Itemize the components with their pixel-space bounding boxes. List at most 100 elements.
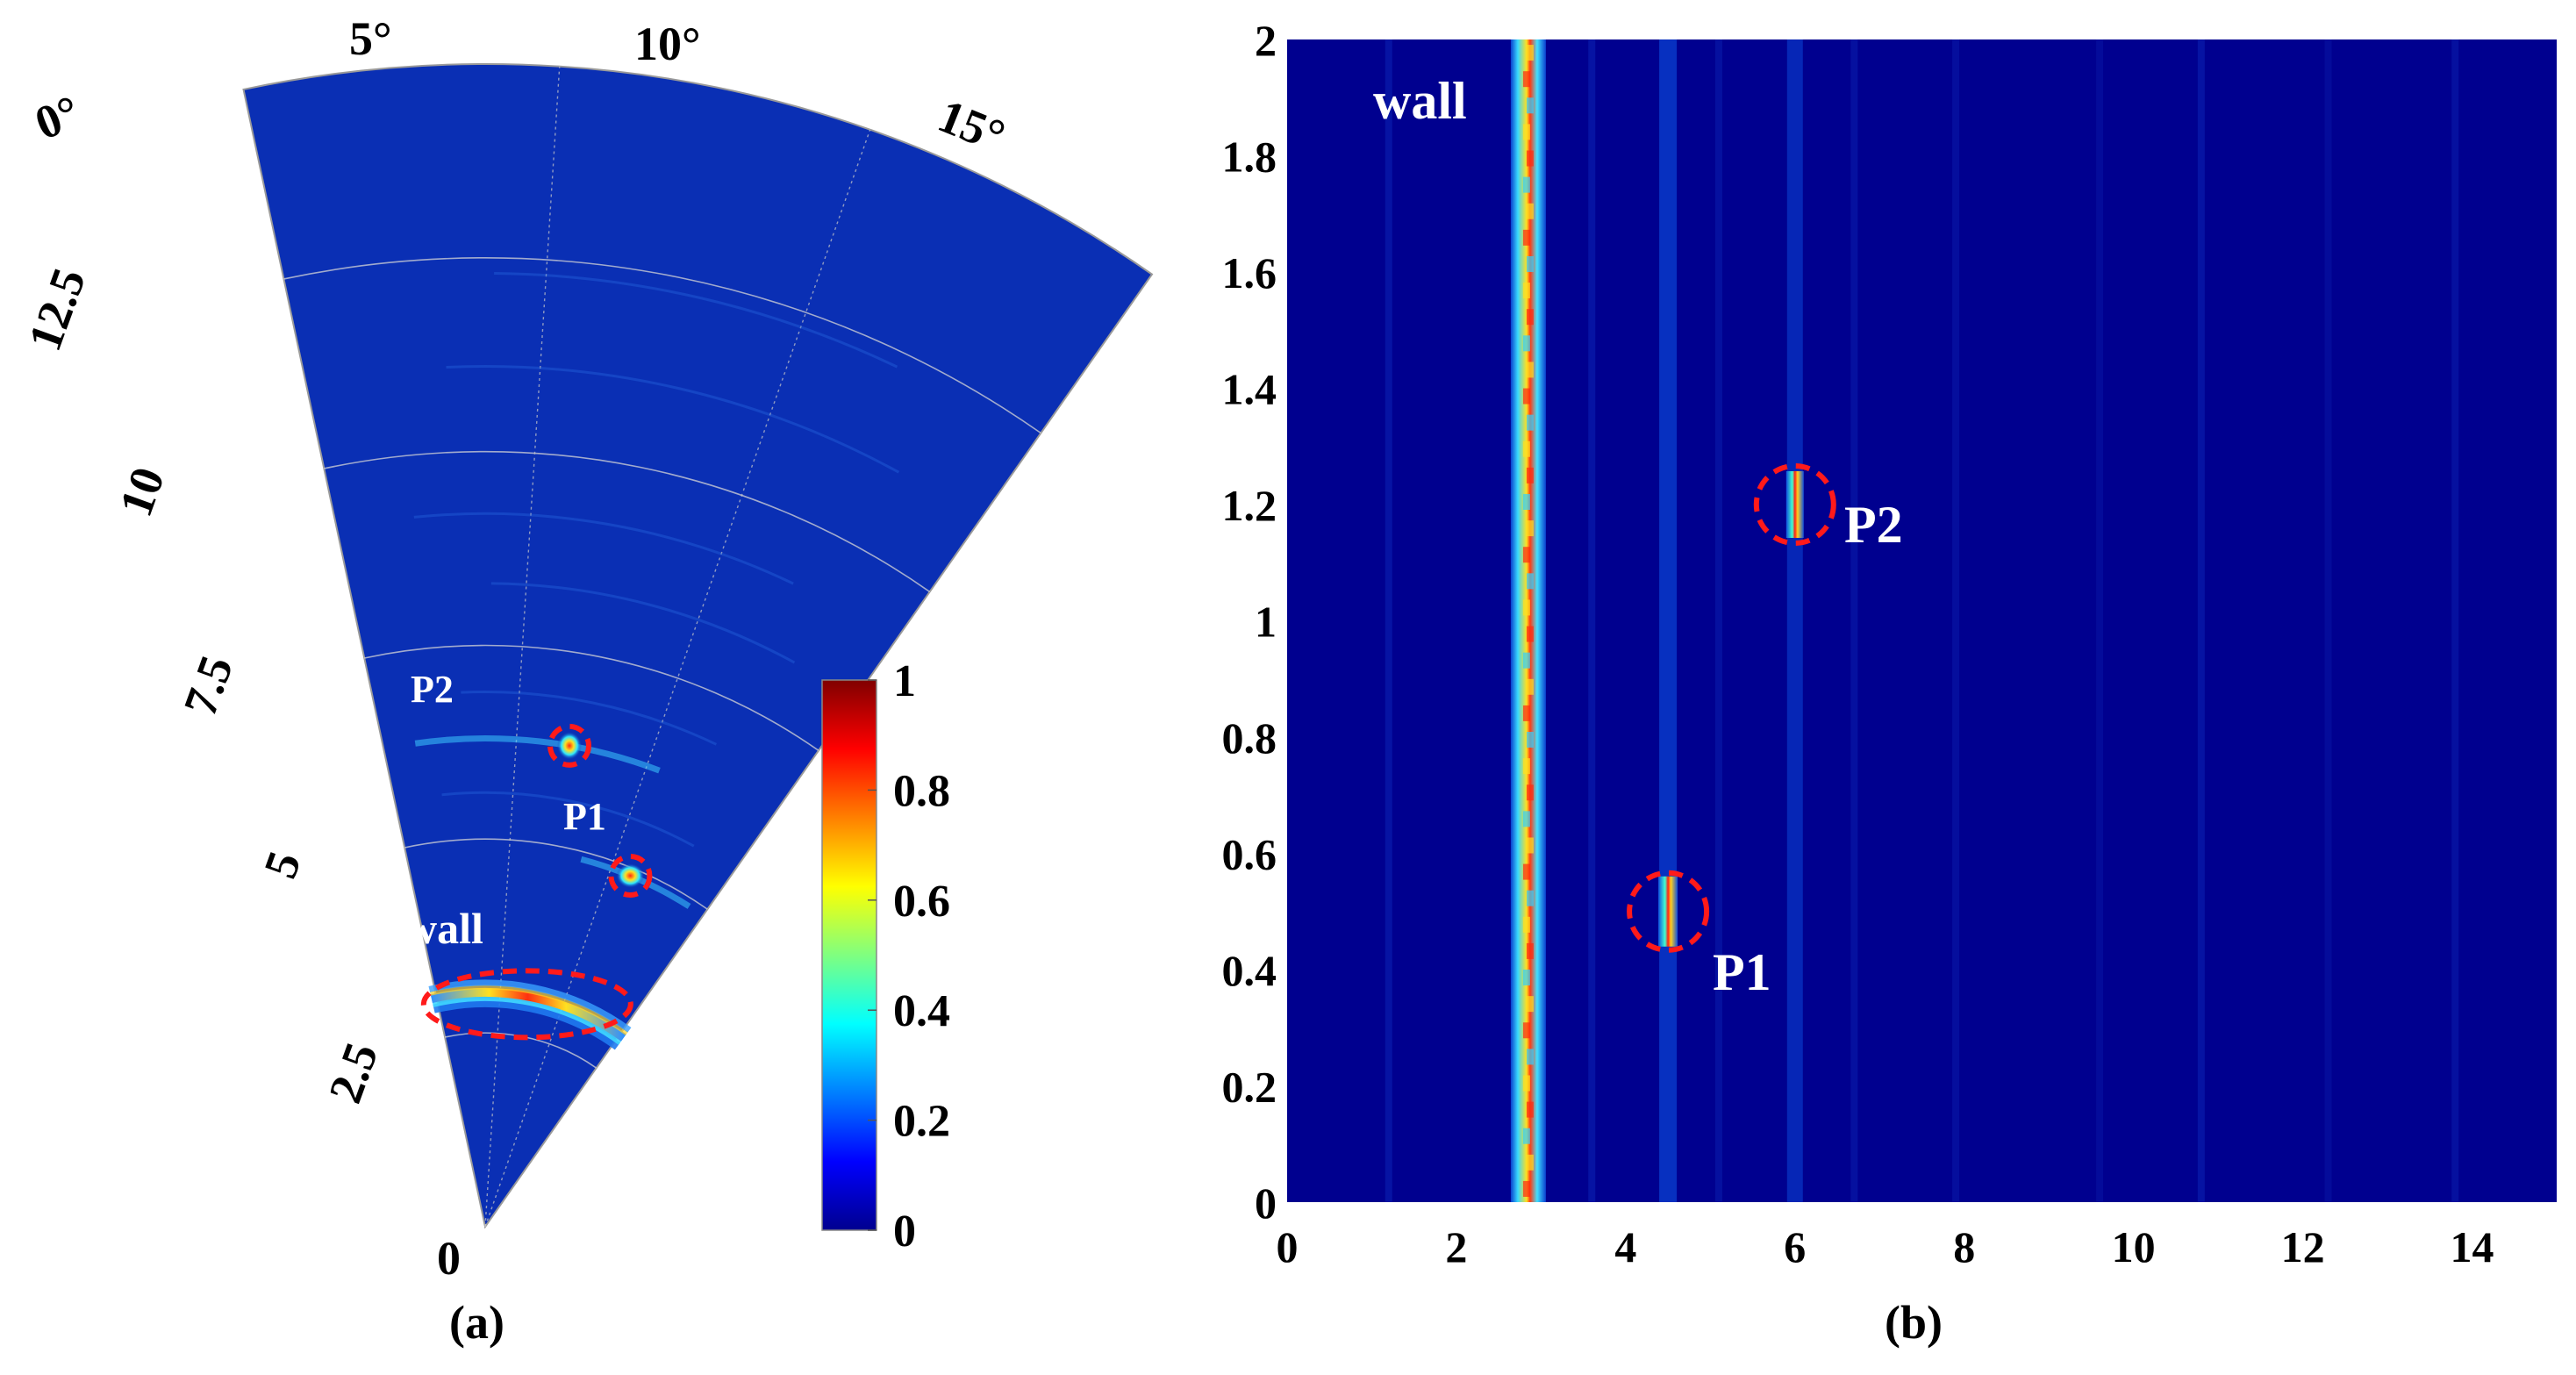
wall-speckle [1522, 493, 1530, 510]
wall-speckle [1522, 71, 1530, 88]
panel-a-polar-heatmap: wall P1 P2 0° 5° 10° 15° 0 2.5 5 7.5 10 … [18, 12, 1154, 1349]
wall-speckle [1522, 283, 1530, 299]
plot-area-background [1287, 39, 2557, 1202]
wall-speckle [1522, 705, 1530, 721]
wall-speckle [1526, 732, 1534, 748]
wall-speckle [1522, 1180, 1530, 1197]
wall-speckle [1526, 414, 1534, 431]
faint-streak [1714, 39, 1722, 1202]
x-tick-label: 10 [2112, 1222, 2156, 1271]
y-tick-label: 0 [1255, 1178, 1277, 1228]
y-tick-label: 1.8 [1222, 132, 1277, 182]
wall-arc [428, 979, 632, 1033]
wall-speckle [1526, 1154, 1534, 1171]
colorbar-tick-label: 0.8 [893, 766, 950, 816]
x-tick-label: 14 [2451, 1222, 2494, 1271]
y-tick-label: 0.8 [1222, 713, 1277, 763]
x-tick-label: 12 [2281, 1222, 2325, 1271]
radial-tick-12.5: 12.5 [18, 261, 96, 357]
p2-return-stripe [1786, 39, 1803, 1202]
p2-marker-circle-b [1753, 463, 1836, 546]
p2-target-spot [556, 731, 582, 760]
wall-speckle [1522, 811, 1530, 827]
faint-streak [1952, 39, 1960, 1202]
faint-arc [441, 791, 695, 848]
wall-label-b: wall [1373, 72, 1467, 130]
wall-speckle [1526, 203, 1534, 219]
wall-speckle [1522, 176, 1530, 193]
p1-peak [1658, 876, 1678, 947]
faint-streak [1588, 39, 1596, 1202]
target-arc [414, 735, 661, 774]
wall-arc [432, 994, 623, 1045]
wall-speckle [1526, 362, 1534, 378]
range-ring [364, 644, 819, 751]
range-ring [283, 257, 1041, 434]
colorbar [821, 679, 877, 1231]
radial-tick-7.5: 7.5 [174, 648, 243, 722]
wall-speckle [1526, 45, 1534, 61]
y-tick-label: 1 [1255, 598, 1277, 647]
wall-speckle [1526, 626, 1534, 642]
p1-label-a: P1 [563, 795, 606, 838]
colorbar-tick-label: 0 [893, 1207, 916, 1257]
p2-peak [1785, 471, 1804, 538]
angle-tick-5: 5° [349, 12, 392, 65]
wall-speckle [1522, 863, 1530, 880]
wall-speckle [1522, 547, 1530, 563]
wall-speckle [1526, 97, 1534, 114]
radial-tick-5: 5 [254, 845, 311, 885]
wall-speckle [1522, 335, 1530, 352]
p1-marker-circle-b [1627, 870, 1710, 953]
wall-speckle [1526, 837, 1534, 854]
x-tick-label: 4 [1614, 1222, 1636, 1271]
radial-tick-10: 10 [109, 461, 175, 523]
p2-label-b: P2 [1844, 496, 1903, 554]
colorbar-tick-label: 0.6 [893, 877, 950, 927]
y-tick-label: 0.4 [1222, 946, 1277, 995]
wall-speckle [1522, 124, 1530, 140]
panel-b-heatmap: wall P1 P2 0 2 4 6 8 10 12 14 0 0.2 0.4 0.6 0.8 1 1.2… [1222, 16, 2557, 1349]
colorbar-tick-label: 1 [893, 656, 916, 706]
wall-speckle [1522, 652, 1530, 669]
y-tick-label: 2 [1255, 16, 1277, 65]
colorbar-ticks: 0 0.2 0.4 0.6 0.8 1 [868, 656, 950, 1257]
wall-speckle [1522, 1022, 1530, 1039]
x-axis-ticks: 0 2 4 6 8 10 12 14 [1277, 1222, 2494, 1271]
wall-speckle [1522, 599, 1530, 616]
p1-return-stripe [1659, 39, 1678, 1202]
p2-label-a: P2 [411, 668, 454, 711]
p1-marker-circle [608, 854, 653, 899]
wall-speckle [1526, 255, 1534, 272]
wall-speckle [1526, 942, 1534, 959]
range-rings [283, 257, 1041, 1069]
wall-speckle [1522, 1128, 1530, 1144]
wall-speckle [1522, 1075, 1530, 1092]
p1-label-b: P1 [1713, 943, 1771, 1001]
wall-speckle [1522, 229, 1530, 246]
colorbar-tick-label: 0.2 [893, 1097, 950, 1147]
wall-speckle [1526, 309, 1534, 326]
caption-a: (a) [449, 1296, 504, 1349]
faint-return-arcs [413, 272, 900, 848]
faint-streak [1385, 39, 1392, 1202]
wall-speckle [1526, 520, 1534, 537]
colorbar-tick-label: 0.4 [893, 986, 950, 1036]
y-tick-label: 1.4 [1222, 365, 1277, 414]
wall-speckle [1526, 1049, 1534, 1065]
polar-sector-background [242, 63, 1154, 1229]
wall-label-a: wall [405, 904, 483, 953]
wall-speckle [1522, 916, 1530, 933]
wall-return-band [428, 979, 632, 1050]
wall-marker-circle [420, 968, 633, 1041]
wall-speckle [1526, 784, 1534, 801]
radial-tick-0: 0 [437, 1232, 461, 1285]
wall-arc [429, 985, 628, 1035]
y-tick-label: 0.6 [1222, 830, 1277, 879]
faint-streak [2451, 39, 2459, 1202]
caption-b: (b) [1885, 1296, 1943, 1349]
range-ring [404, 838, 708, 910]
faint-arc [461, 691, 718, 746]
x-tick-label: 6 [1784, 1222, 1806, 1271]
